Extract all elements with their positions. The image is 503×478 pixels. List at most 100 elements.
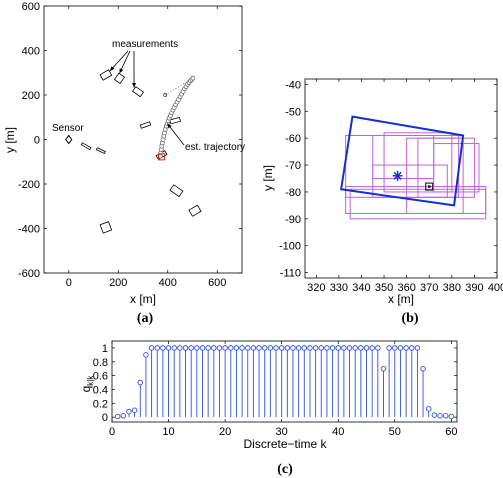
- panel-a-xtick-label: 400: [159, 277, 177, 289]
- stem-marker: [375, 345, 381, 351]
- stem-marker: [335, 345, 341, 351]
- panel-a-ytick-label: 0: [34, 135, 40, 147]
- stem-marker: [273, 345, 279, 351]
- trajectory-annotation: est. trajectory: [185, 142, 245, 153]
- panel-b-axes: [304, 78, 498, 279]
- panel-b-xtick-label: 320: [307, 282, 325, 294]
- stem-marker: [442, 413, 449, 419]
- panel-b-xtick-label: 370: [420, 282, 438, 294]
- stem-marker: [278, 345, 285, 351]
- sensor-annotation: Sensor: [52, 123, 84, 134]
- dotted-path: [165, 77, 193, 96]
- panel-a-ytick-label: 400: [22, 46, 40, 58]
- stem-marker: [114, 413, 121, 420]
- stem-marker: [160, 345, 166, 351]
- candidate-rect: [345, 134, 460, 198]
- sensor-marker: [65, 134, 73, 145]
- panel-b-xlabel: x [m]: [388, 292, 414, 306]
- measurement-box: [95, 147, 106, 155]
- stem-marker: [290, 345, 296, 351]
- true-square-marker: [425, 182, 434, 191]
- measurements-arrow-2-head: [119, 68, 124, 74]
- estimate-star: [393, 171, 402, 180]
- stem-marker: [341, 345, 347, 351]
- stem-marker: [177, 345, 183, 351]
- panel-b-ytick-label: -100: [279, 241, 301, 253]
- panel-b-ytick-label: -50: [285, 106, 301, 118]
- panel-c-ytick-label: 0.8: [93, 357, 108, 369]
- estimate-rect: [339, 115, 465, 207]
- stem-marker: [199, 345, 206, 351]
- stem-marker: [318, 345, 325, 351]
- panel-c-ylabel: qk|k: [79, 375, 95, 393]
- stem-marker: [284, 345, 291, 351]
- stem-marker: [386, 345, 392, 351]
- panel-c-ytick-label: 0.6: [93, 371, 108, 383]
- panel-b-ytick-label: -60: [285, 133, 301, 145]
- caption-a: (a): [137, 311, 154, 326]
- panel-b-xtick-label: 350: [375, 282, 393, 294]
- panel-a-ytick-label: -600: [18, 268, 40, 280]
- measurement-box: [132, 86, 145, 98]
- stem-marker: [244, 345, 251, 351]
- measurement-box: [169, 184, 184, 198]
- measurement-box: [80, 142, 92, 151]
- measurement-box: [188, 204, 202, 217]
- measurements-arrow-3-head: [132, 83, 136, 88]
- stem-marker: [171, 345, 177, 351]
- stem-marker: [233, 345, 240, 351]
- panel-c-xtick-label: 60: [445, 426, 457, 438]
- panel-a-ytick-label: 600: [22, 1, 40, 13]
- panel-b-xtick-label: 390: [465, 282, 483, 294]
- stem-marker: [295, 345, 302, 351]
- panel-b-ylabel: y [m]: [261, 165, 275, 191]
- panel-a: 0 200 400 600 -600 -400 -200 0 200 400 600 x [m] y…: [3, 1, 245, 326]
- panel-a-xtick-label: 600: [208, 277, 226, 289]
- panel-c-ylabel-sub: k|k: [86, 375, 95, 386]
- stem-marker: [120, 413, 127, 419]
- panel-a-ytick-label: -400: [18, 224, 40, 236]
- trajectory-point: [190, 75, 196, 81]
- panel-b-ytick-label: -80: [285, 187, 301, 199]
- stem-marker: [307, 345, 313, 351]
- panel-a-xtick-label: 200: [109, 277, 127, 289]
- panel-a-ylabel: y [m]: [3, 127, 17, 153]
- caption-c: (c): [277, 462, 293, 477]
- panel-c: 0 10 20 30 40 50 60 0 0.2 0.40.6 0.8 1 Discrete−tim…: [79, 340, 458, 477]
- stem-marker: [261, 345, 268, 351]
- panel-b: 320 330 340 350 360 370 380 390 400 -110 -100 -90 -8…: [261, 78, 503, 326]
- dotted-start-point: [163, 93, 168, 97]
- panel-c-ytick-label: 1: [102, 343, 108, 355]
- panel-a-ytick-label: -200: [18, 179, 40, 191]
- stem-marker: [425, 406, 432, 412]
- candidate-rect: [372, 134, 435, 180]
- panel-c-ytick-label: 0.2: [93, 398, 108, 410]
- panel-c-axes: [111, 340, 458, 423]
- trajectory-arrow-head: [167, 123, 172, 129]
- candidate-rect: [372, 164, 448, 198]
- stem-marker: [414, 345, 421, 351]
- panel-b-xtick-label: 340: [352, 282, 370, 294]
- panel-b-xtick-label: 400: [488, 282, 503, 294]
- panel-c-xtick-label: 10: [162, 426, 174, 438]
- panel-c-xtick-label: 0: [109, 426, 115, 438]
- panel-b-ytick-label: -40: [285, 79, 301, 91]
- panel-b-xtick-label: 380: [443, 282, 461, 294]
- panel-c-xtick-label: 30: [276, 426, 288, 438]
- panel-c-xtick-label: 20: [219, 426, 231, 438]
- panel-a-xtick-label: 0: [66, 277, 72, 289]
- stem-marker: [205, 345, 211, 351]
- stem-marker: [188, 345, 194, 351]
- stem-marker: [222, 345, 228, 351]
- stem-marker: [126, 408, 132, 415]
- measurements-arrow-1-head: [109, 66, 115, 71]
- stem-marker: [369, 345, 375, 351]
- stem-marker: [239, 345, 245, 351]
- candidate-rect: [417, 137, 475, 198]
- panel-c-xtick-label: 40: [332, 426, 344, 438]
- panel-b-ytick-label: -90: [285, 214, 301, 226]
- panel-c-ylabel-main: q: [79, 386, 93, 393]
- measurement-box: [139, 121, 152, 129]
- measurement-box: [99, 69, 113, 81]
